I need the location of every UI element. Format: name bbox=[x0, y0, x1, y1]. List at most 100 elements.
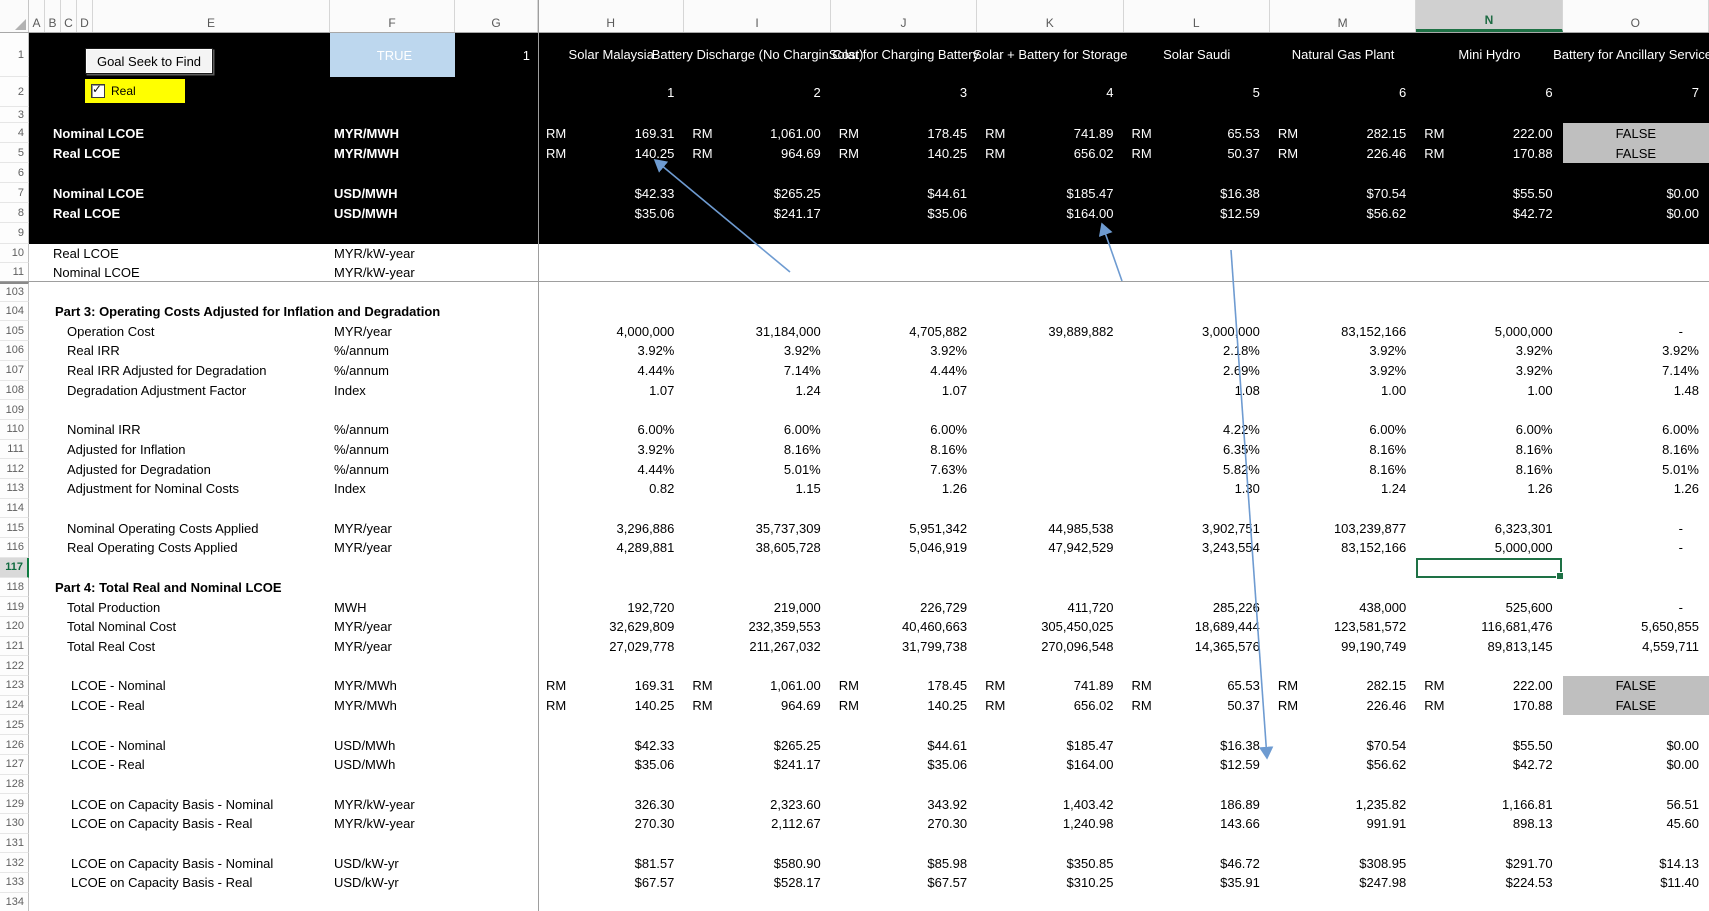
cell-J107[interactable]: 4.44% bbox=[930, 363, 968, 379]
cell-N126[interactable]: $55.50 bbox=[1512, 737, 1553, 753]
cell-H1[interactable]: Solar Malaysia bbox=[568, 46, 654, 62]
cell-N130[interactable]: 898.13 bbox=[1512, 816, 1553, 832]
cell-H126[interactable]: $42.33 bbox=[634, 737, 675, 753]
cell-I134[interactable] bbox=[684, 893, 830, 911]
cell-O9[interactable] bbox=[1563, 223, 1709, 244]
cell-I6[interactable] bbox=[684, 163, 830, 183]
cell-L128[interactable] bbox=[1124, 775, 1270, 795]
cell-O121[interactable]: 4,559,711 bbox=[1642, 639, 1699, 654]
cell-K130[interactable]: 1,240.98 bbox=[1062, 816, 1114, 832]
row-header-115[interactable]: 115 bbox=[0, 518, 29, 539]
cell-N119[interactable]: 525,600 bbox=[1505, 599, 1553, 615]
cell-G120[interactable] bbox=[455, 617, 538, 637]
cell-K5[interactable]: RM 656.02 bbox=[977, 143, 1123, 163]
cell-N6[interactable] bbox=[1416, 163, 1562, 183]
cell-K119[interactable]: 411,720 bbox=[1067, 599, 1114, 615]
cell-O125[interactable] bbox=[1563, 715, 1709, 735]
cell-J117[interactable] bbox=[831, 558, 977, 578]
row-header-106[interactable]: 106 bbox=[0, 341, 29, 361]
column-header-I[interactable]: I bbox=[684, 0, 831, 32]
cell-N109[interactable] bbox=[1416, 400, 1562, 420]
cell-E130[interactable]: LCOE on Capacity Basis - Real bbox=[71, 816, 253, 832]
cell-L4[interactable]: RM 65.53 bbox=[1124, 123, 1270, 143]
cell-E110[interactable]: Nominal IRR bbox=[67, 422, 141, 438]
cell-G109[interactable] bbox=[455, 400, 538, 420]
cell-G11[interactable] bbox=[455, 263, 538, 282]
cell-H10[interactable] bbox=[538, 244, 684, 263]
cell-M124[interactable]: RM 226.46 bbox=[1270, 696, 1416, 716]
row-header-118[interactable]: 118 bbox=[0, 577, 29, 598]
cell-K107[interactable] bbox=[977, 361, 1123, 381]
cell-O115[interactable]: - bbox=[1678, 520, 1683, 536]
cell-F129[interactable]: MYR/kW-year bbox=[334, 796, 415, 812]
cell-G10[interactable] bbox=[455, 244, 538, 263]
cell-K105[interactable]: 39,889,882 bbox=[1048, 323, 1114, 339]
cell-F113[interactable]: Index bbox=[334, 481, 366, 497]
cell-G123[interactable] bbox=[455, 676, 538, 696]
row-header-131[interactable]: 131 bbox=[0, 833, 29, 854]
cell-F131[interactable] bbox=[330, 834, 455, 854]
cell-M123[interactable]: RM 282.15 bbox=[1270, 676, 1416, 696]
cell-J115[interactable]: 5,951,342 bbox=[909, 520, 968, 536]
cell-M112[interactable]: 8.16% bbox=[1369, 461, 1407, 477]
cell-L115[interactable]: 3,902,751 bbox=[1202, 520, 1260, 536]
cell-E8[interactable]: Real LCOE bbox=[53, 205, 121, 221]
cell-M110[interactable]: 6.00% bbox=[1369, 422, 1407, 438]
cell-K9[interactable] bbox=[977, 223, 1123, 244]
cell-M127[interactable]: $56.62 bbox=[1366, 757, 1407, 773]
cell-J123[interactable]: RM 178.45 bbox=[831, 676, 977, 696]
cell-N111[interactable]: 8.16% bbox=[1515, 441, 1553, 457]
cell-F108[interactable]: Index bbox=[334, 382, 366, 398]
cell-I10[interactable] bbox=[684, 244, 830, 263]
cell-O116[interactable]: - bbox=[1678, 540, 1683, 556]
cell-E116[interactable]: Real Operating Costs Applied bbox=[67, 540, 238, 556]
cell-J124[interactable]: RM 140.25 bbox=[831, 696, 977, 716]
cell-M131[interactable] bbox=[1270, 834, 1416, 854]
row-header-8[interactable]: 8 bbox=[0, 203, 29, 223]
cell-K112[interactable] bbox=[977, 459, 1123, 479]
cell-O111[interactable]: 8.16% bbox=[1662, 441, 1699, 457]
cell-N129[interactable]: 1,166.81 bbox=[1502, 796, 1553, 812]
cell-I129[interactable]: 2,323.60 bbox=[770, 796, 821, 812]
cell-H105[interactable]: 4,000,000 bbox=[616, 323, 675, 339]
cell-H127[interactable]: $35.06 bbox=[634, 757, 675, 773]
cell-L134[interactable] bbox=[1124, 893, 1270, 911]
cell-M106[interactable]: 3.92% bbox=[1369, 343, 1407, 359]
cell-K113[interactable] bbox=[977, 479, 1123, 499]
cell-E126[interactable]: LCOE - Nominal bbox=[71, 737, 166, 753]
row-header-117[interactable]: 117 bbox=[0, 557, 29, 578]
cell-G105[interactable] bbox=[455, 321, 538, 341]
cell-E9[interactable] bbox=[29, 223, 330, 244]
select-all-corner[interactable] bbox=[0, 0, 29, 32]
cell-H124[interactable]: RM 140.25 bbox=[538, 696, 684, 716]
cell-J5[interactable]: RM 140.25 bbox=[831, 143, 977, 163]
cell-I115[interactable]: 35,737,309 bbox=[755, 520, 821, 536]
cell-K129[interactable]: 1,403.42 bbox=[1062, 796, 1114, 812]
cell-G107[interactable] bbox=[455, 361, 538, 381]
cell-O123[interactable]: FALSE bbox=[1562, 676, 1709, 696]
cell-E11[interactable]: Nominal LCOE bbox=[53, 265, 140, 280]
cell-J129[interactable]: 343.92 bbox=[927, 796, 968, 812]
cell-M114[interactable] bbox=[1270, 499, 1416, 519]
cell-G103[interactable] bbox=[455, 282, 538, 302]
cell-E3[interactable] bbox=[29, 107, 330, 123]
cell-E113[interactable]: Adjustment for Nominal Costs bbox=[67, 481, 239, 497]
cell-G3[interactable] bbox=[455, 107, 538, 123]
cell-L106[interactable]: 2.18% bbox=[1223, 343, 1260, 359]
cell-I118[interactable] bbox=[684, 578, 830, 598]
cell-M121[interactable]: 99,190,749 bbox=[1341, 639, 1407, 654]
cell-K116[interactable]: 47,942,529 bbox=[1048, 540, 1114, 556]
cell-I9[interactable] bbox=[684, 223, 830, 244]
cell-N123[interactable]: RM 222.00 bbox=[1416, 676, 1562, 696]
cell-L120[interactable]: 18,689,444 bbox=[1194, 619, 1260, 635]
cell-M111[interactable]: 8.16% bbox=[1369, 441, 1407, 457]
cell-G1[interactable]: 1 bbox=[522, 47, 530, 63]
cell-H112[interactable]: 4.44% bbox=[637, 461, 675, 477]
row-header-133[interactable]: 133 bbox=[0, 873, 29, 893]
cell-F128[interactable] bbox=[330, 775, 455, 795]
cell-I133[interactable]: $528.17 bbox=[773, 875, 821, 891]
cell-G124[interactable] bbox=[455, 696, 538, 716]
cell-F134[interactable] bbox=[330, 893, 455, 911]
cell-I1[interactable]: Battery Discharge (No Chargin Cost) bbox=[651, 46, 864, 62]
cell-F130[interactable]: MYR/kW-year bbox=[334, 816, 415, 832]
